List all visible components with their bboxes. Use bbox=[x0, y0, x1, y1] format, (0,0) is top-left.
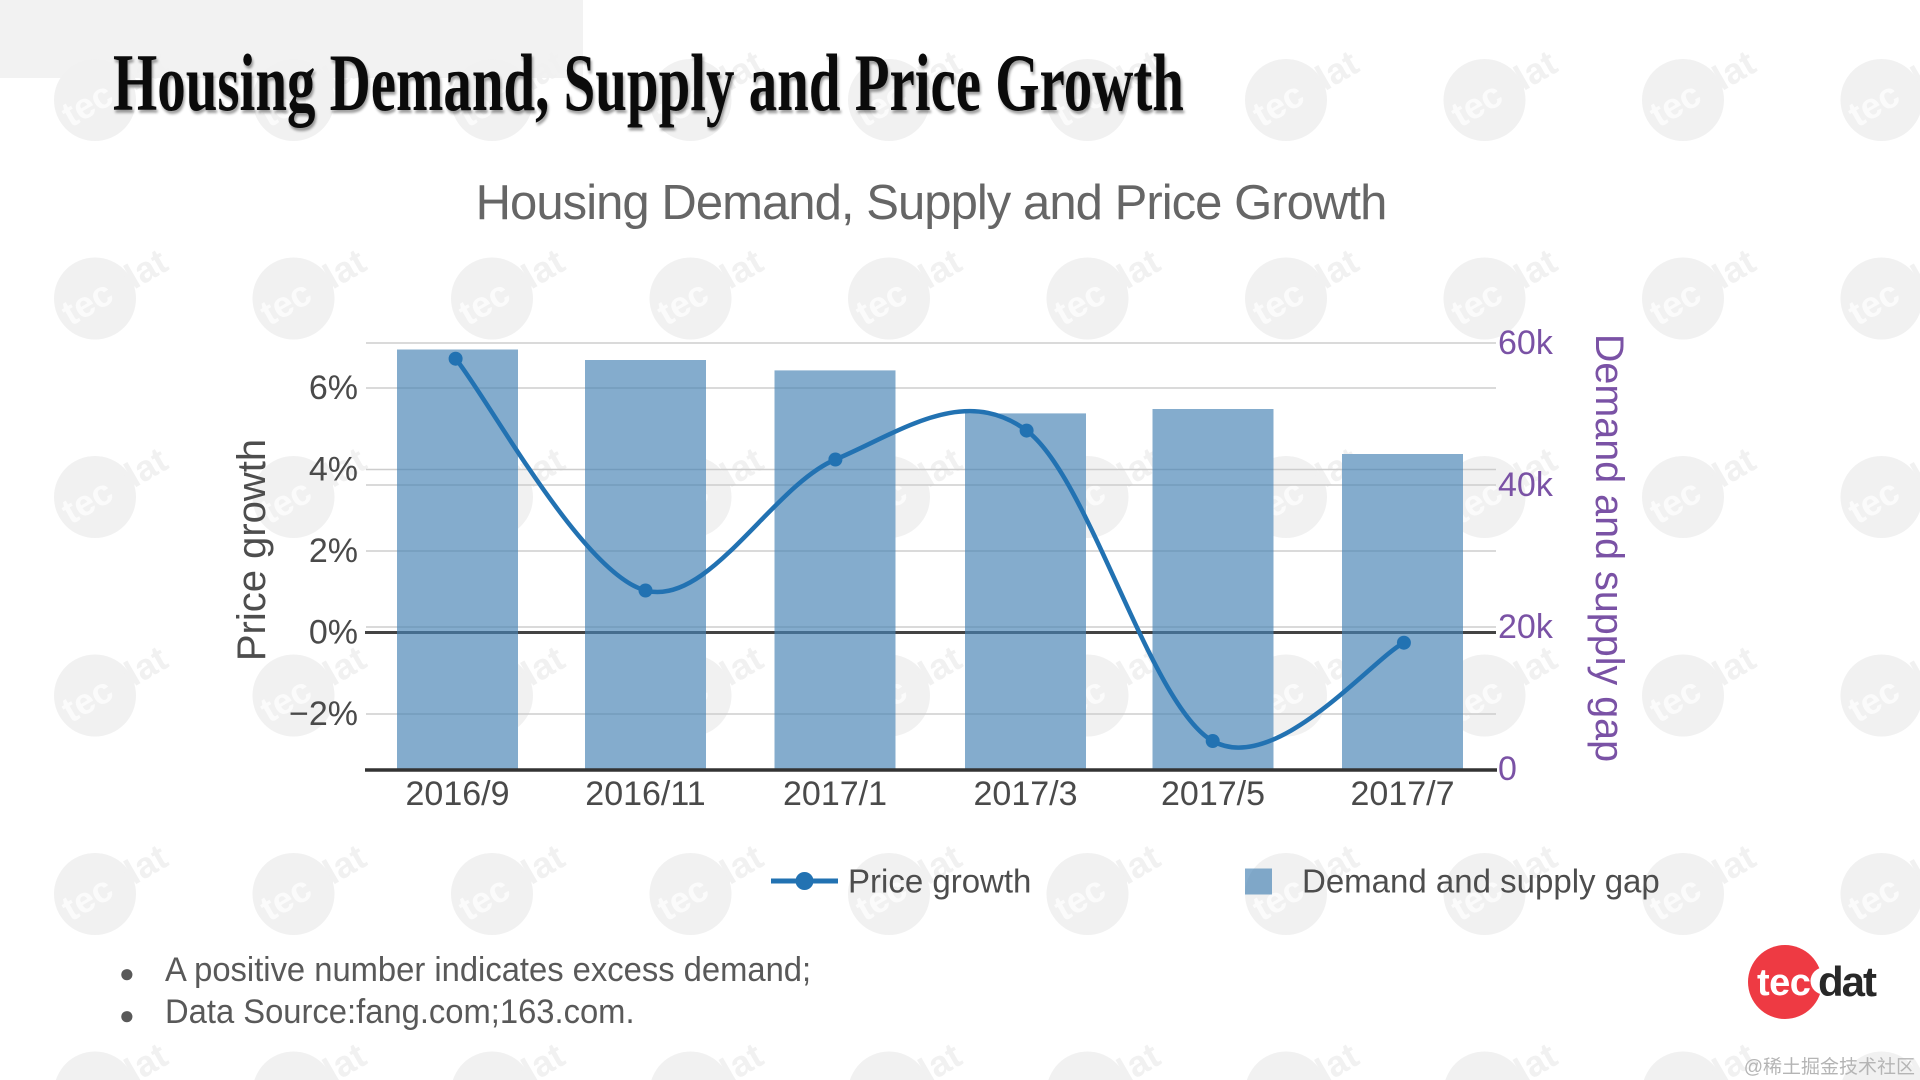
svg-text:Price growth: Price growth bbox=[230, 439, 274, 661]
svg-text:0%: 0% bbox=[309, 614, 358, 652]
svg-text:Demand and supply gap: Demand and supply gap bbox=[1587, 334, 1631, 762]
svg-text:2017/7: 2017/7 bbox=[1351, 775, 1455, 813]
svg-text:20k: 20k bbox=[1498, 608, 1554, 646]
svg-text:Housing Demand, Supply and Pri: Housing Demand, Supply and Price Growth bbox=[476, 176, 1387, 230]
svg-text:6%: 6% bbox=[309, 369, 358, 407]
svg-text:60k: 60k bbox=[1498, 324, 1554, 362]
svg-text:2%: 2% bbox=[309, 532, 358, 570]
svg-text:2017/3: 2017/3 bbox=[974, 775, 1078, 813]
svg-text:Demand and supply gap: Demand and supply gap bbox=[1302, 863, 1660, 900]
svg-text:2017/5: 2017/5 bbox=[1161, 775, 1265, 813]
svg-text:2016/11: 2016/11 bbox=[585, 775, 705, 813]
svg-text:dat: dat bbox=[1818, 958, 1877, 1005]
svg-text:40k: 40k bbox=[1498, 466, 1554, 504]
svg-text:2016/9: 2016/9 bbox=[406, 775, 510, 813]
svg-text:2017/1: 2017/1 bbox=[783, 775, 887, 813]
svg-text:tec: tec bbox=[1757, 962, 1811, 1004]
svg-text:Price growth: Price growth bbox=[848, 863, 1031, 900]
svg-text:0: 0 bbox=[1498, 750, 1517, 788]
svg-text:−2%: −2% bbox=[289, 695, 358, 733]
svg-text:4%: 4% bbox=[309, 451, 358, 489]
